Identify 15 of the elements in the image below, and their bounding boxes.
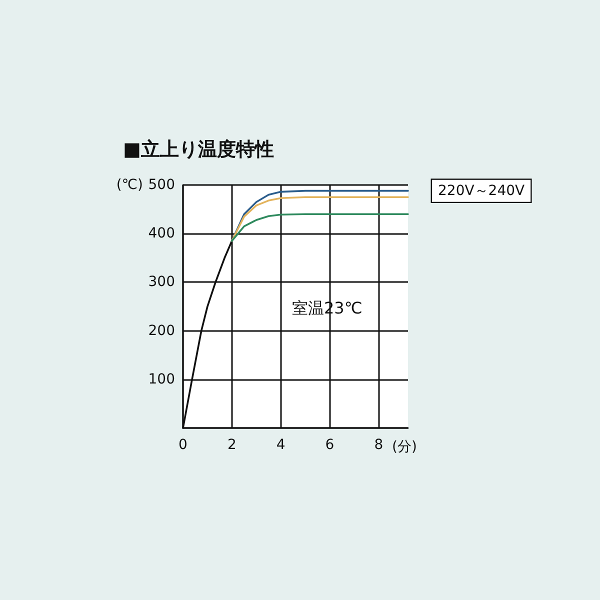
y-axis-title: (℃) bbox=[116, 177, 143, 193]
text: 220V～240V bbox=[438, 182, 526, 199]
y-tick-label: 500 bbox=[148, 177, 175, 193]
x-tick-label: 8 bbox=[374, 437, 384, 453]
x-tick-label: 4 bbox=[276, 437, 286, 453]
y-tick-label: 400 bbox=[148, 226, 175, 242]
x-tick-label: 6 bbox=[325, 437, 334, 453]
y-tick-label: 300 bbox=[148, 274, 175, 290]
x-tick-label: 2 bbox=[227, 437, 236, 453]
x-tick-label: 0 bbox=[178, 437, 188, 453]
line-series bbox=[231, 213, 409, 242]
x-axis-title: (分) bbox=[392, 439, 417, 455]
y-tick-label: 100 bbox=[148, 371, 175, 388]
chart-title: ■立上り温度特性 bbox=[123, 138, 274, 160]
y-tick-label: 200 bbox=[148, 322, 175, 339]
